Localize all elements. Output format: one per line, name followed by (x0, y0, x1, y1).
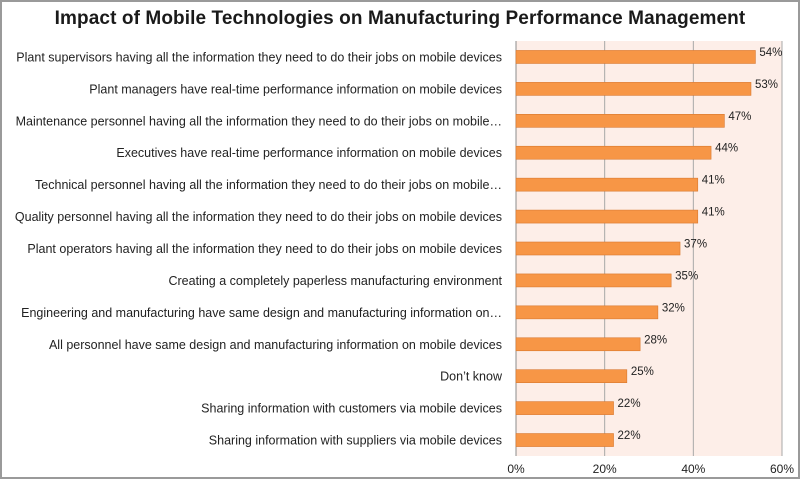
value-label: 22% (618, 430, 641, 442)
category-label: Plant operators having all the informati… (27, 242, 502, 256)
bar (515, 337, 641, 352)
category-label: Plant managers have real-time performanc… (89, 82, 502, 96)
category-label: Creating a completely paperless manufact… (168, 274, 502, 288)
bars (515, 50, 756, 447)
value-label: 44% (715, 143, 738, 155)
category-label: Plant supervisors having all the informa… (16, 50, 502, 64)
value-label: 53% (755, 79, 778, 91)
category-label: Don’t know (440, 370, 503, 384)
category-label: Sharing information with customers via m… (201, 402, 502, 416)
value-label: 41% (702, 175, 725, 187)
category-label: All personnel have same design and manuf… (49, 338, 502, 352)
bar (515, 114, 725, 128)
x-tick-label: 0% (507, 462, 525, 476)
value-label: 25% (631, 366, 654, 378)
x-tick-label: 20% (593, 462, 617, 476)
x-tick-label: 40% (681, 462, 705, 476)
bar (515, 50, 756, 64)
value-label: 22% (618, 398, 641, 410)
x-axis-ticks: 0% 20% 40% 60% (507, 462, 794, 476)
bar (515, 433, 614, 447)
bar (515, 273, 672, 288)
gridlines (515, 41, 783, 456)
bar (515, 401, 614, 415)
category-label: Technical personnel having all the infor… (35, 178, 502, 192)
bar (515, 241, 681, 256)
value-label: 47% (728, 111, 751, 123)
value-label: 37% (684, 239, 707, 251)
category-labels: Plant supervisors having all the informa… (15, 50, 503, 447)
category-label: Engineering and manufacturing have same … (21, 306, 502, 320)
category-label: Quality personnel having all the informa… (15, 210, 502, 224)
bar (515, 369, 628, 383)
value-labels: 54% 53% 47% 44% 41% 41% 37% 35% 32% 28% 25% 22% 22% (618, 47, 783, 442)
bar (515, 209, 699, 224)
value-label: 35% (675, 270, 698, 282)
category-label: Maintenance personnel having all the inf… (16, 114, 502, 128)
value-label: 28% (644, 334, 667, 346)
category-label: Executives have real-time performance in… (116, 146, 502, 160)
value-label: 54% (759, 47, 782, 59)
bar (515, 145, 712, 160)
x-tick-label: 60% (770, 462, 794, 476)
chart-title: Impact of Mobile Technologies on Manufac… (54, 8, 746, 29)
category-label: Sharing information with suppliers via m… (209, 434, 502, 448)
bar (515, 82, 752, 96)
bar (515, 177, 699, 192)
value-label: 41% (702, 207, 725, 219)
value-label: 32% (662, 302, 685, 314)
bar (515, 305, 659, 320)
